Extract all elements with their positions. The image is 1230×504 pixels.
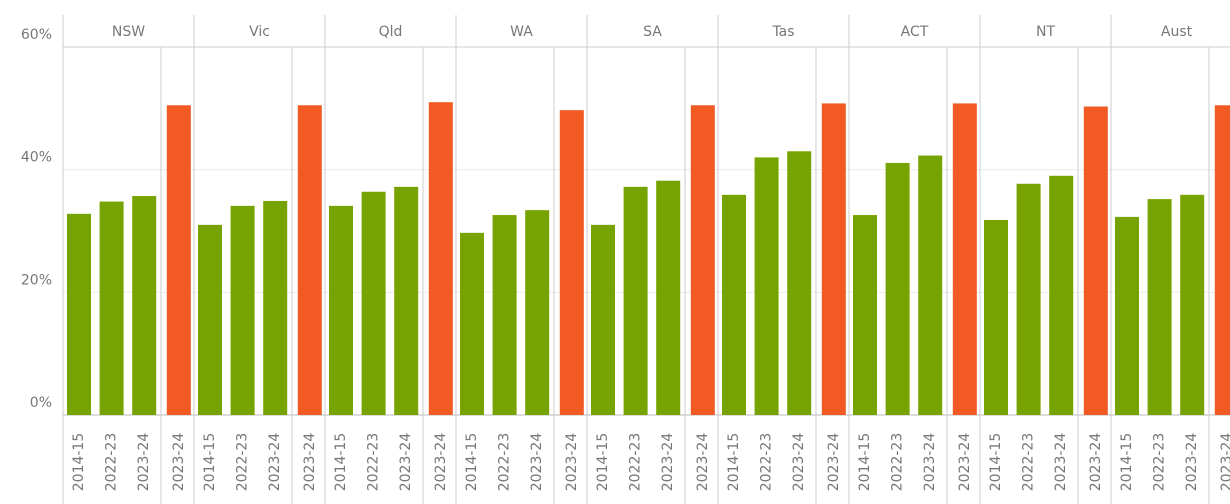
x-tick-label: 2022-23: [628, 433, 644, 492]
bar: [1115, 216, 1139, 415]
bar: [99, 201, 124, 415]
x-tick-label: 2023-24: [529, 433, 545, 492]
x-tick-label: 2023-24: [171, 433, 187, 492]
bar: [853, 215, 877, 415]
bar: [230, 205, 255, 415]
x-tick-label: 2023-24: [791, 433, 807, 492]
x-tick-label: 2022-23: [890, 433, 906, 492]
panel-label: Vic: [249, 24, 270, 40]
bar: [1083, 106, 1108, 415]
x-tick-label: 2023-24: [1088, 433, 1104, 492]
x-tick-label: 2014-15: [333, 433, 349, 492]
bar: [722, 194, 746, 415]
x-tick-label: 2014-15: [202, 433, 218, 492]
bar: [591, 224, 615, 415]
x-tick-label: 2023-24: [826, 433, 842, 492]
panel-label: Aust: [1161, 24, 1193, 40]
x-tick-label: 2014-15: [464, 433, 480, 492]
x-tick-label: 2023-24: [922, 433, 938, 492]
bar: [329, 205, 353, 415]
bar: [690, 105, 715, 416]
bar: [1147, 199, 1172, 415]
x-tick-label: 2014-15: [726, 433, 742, 492]
bar: [821, 103, 846, 415]
bar: [984, 219, 1008, 415]
bar: [525, 210, 550, 415]
x-tick-label: 2023-24: [302, 433, 318, 492]
bar: [297, 105, 322, 416]
y-tick-label: 20%: [21, 272, 52, 288]
x-tick-label: 2023-24: [433, 433, 449, 492]
bar: [787, 151, 812, 415]
panel-label: NT: [1036, 24, 1055, 40]
y-tick-label: 60%: [21, 27, 52, 43]
x-tick-label: 2023-24: [660, 433, 676, 492]
x-tick-label: 2023-24: [1053, 433, 1069, 492]
bar: [263, 200, 288, 415]
x-tick-label: 2023-24: [695, 433, 711, 492]
x-tick-label: 2014-15: [595, 433, 611, 492]
x-tick-label: 2014-15: [857, 433, 873, 492]
bar: [656, 180, 681, 415]
bar: [559, 110, 584, 415]
x-tick-label: 2023-24: [957, 433, 973, 492]
x-tick-label: 2022-23: [497, 433, 513, 492]
bar: [460, 232, 484, 415]
bar: [1049, 175, 1074, 415]
x-tick-label: 2023-24: [564, 433, 580, 492]
x-tick-label: 2022-23: [1021, 433, 1037, 492]
x-tick-label: 2022-23: [104, 433, 120, 492]
bar: [918, 155, 943, 415]
bar: [623, 186, 648, 415]
panel-label: NSW: [112, 24, 145, 40]
x-tick-label: 2014-15: [1119, 433, 1135, 492]
x-tick-label: 2014-15: [988, 433, 1004, 492]
panel-label: ACT: [901, 24, 929, 40]
bar: [166, 105, 191, 416]
bar: [394, 186, 419, 415]
x-tick-label: 2023-24: [1184, 433, 1200, 492]
bar: [428, 102, 453, 415]
bar: [1214, 105, 1230, 416]
panel-label: Qld: [379, 24, 403, 40]
x-tick-label: 2022-23: [1152, 433, 1168, 492]
bar: [492, 215, 517, 415]
x-tick-label: 2023-24: [398, 433, 414, 492]
bar: [198, 224, 222, 415]
bar: [67, 213, 91, 415]
bar: [1016, 183, 1041, 415]
x-tick-label: 2022-23: [759, 433, 775, 492]
x-tick-label: 2023-24: [1219, 433, 1230, 492]
bar: [952, 103, 977, 415]
bar: [885, 162, 910, 415]
panel-label: SA: [643, 24, 662, 40]
bar: [1180, 194, 1205, 415]
y-tick-label: 0%: [30, 395, 52, 411]
y-tick-label: 40%: [21, 150, 52, 166]
bar: [361, 191, 386, 415]
panel-label: Tas: [771, 24, 794, 40]
x-tick-label: 2014-15: [71, 433, 87, 492]
x-tick-label: 2022-23: [366, 433, 382, 492]
x-tick-label: 2023-24: [136, 433, 152, 492]
bar: [754, 157, 779, 415]
x-tick-label: 2022-23: [235, 433, 251, 492]
bar: [132, 196, 157, 415]
x-tick-label: 2023-24: [267, 433, 283, 492]
panel-label: WA: [510, 24, 533, 40]
